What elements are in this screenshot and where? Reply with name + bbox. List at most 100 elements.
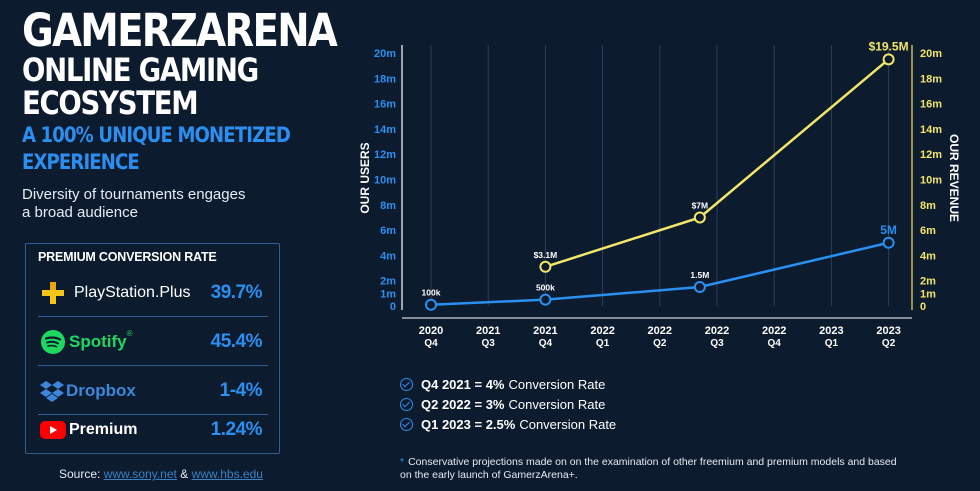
y-right-tick-label: 16m <box>920 99 942 111</box>
x-tick-year: 2020 <box>419 325 443 337</box>
x-tick-year: 2023 <box>819 325 843 337</box>
y-left-tick-label: 14m <box>374 124 396 136</box>
y-right-tick-label: 14m <box>920 124 942 136</box>
x-tick-quarter: Q4 <box>424 338 438 349</box>
note-text: Conversion Rate <box>508 376 606 392</box>
y-left-tick-label: 6m <box>380 225 396 237</box>
y-right-tick-label: 10m <box>920 175 942 187</box>
footnote-star: * <box>400 456 405 468</box>
note-text: Conversion Rate <box>508 396 606 412</box>
users-data-label: 500k <box>536 283 555 293</box>
y-right-tick-label: 20m <box>920 48 942 60</box>
dropbox-icon <box>40 381 64 402</box>
x-tick-quarter: Q4 <box>768 338 782 349</box>
conversion-panel: PREMIUM CONVERSION RATE PlayStation .Plus… <box>25 243 280 454</box>
y-right-tick-label: 4m <box>920 250 936 262</box>
title-line-3: ECOSYSTEM <box>22 84 199 122</box>
source-amp: & <box>180 467 189 481</box>
check-circle-icon <box>400 397 413 411</box>
footnote-text: Conservative projections made on on the … <box>400 456 897 481</box>
x-tick-year: 2022 <box>648 325 672 337</box>
playstation-plus-icon <box>42 282 64 304</box>
x-tick-quarter: Q3 <box>710 338 724 349</box>
y-right-tick-label: 12m <box>920 149 942 161</box>
x-tick-quarter: Q4 <box>539 338 553 349</box>
conversion-title: PREMIUM CONVERSION RATE <box>38 250 217 264</box>
youtube-icon <box>40 421 66 439</box>
brand-dropbox: Dropbox <box>40 378 136 404</box>
spotify-icon <box>41 330 65 354</box>
x-tick-year: 2023 <box>876 325 900 337</box>
users-point <box>693 281 706 294</box>
conversion-row: PlayStation .Plus 39.7% <box>38 268 268 317</box>
x-tick-year: 2021 <box>533 325 557 337</box>
note-text: Conversion Rate <box>519 416 617 432</box>
brand-suffix: ® <box>126 329 133 338</box>
users-point <box>539 293 552 306</box>
users-data-label: 1.5M <box>690 270 709 280</box>
x-tick-quarter: Q3 <box>482 338 496 349</box>
brand-youtube: Premium <box>40 417 137 443</box>
note-item: Q4 2021 = 4% Conversion Rate <box>400 374 616 394</box>
brand-label: Dropbox <box>66 381 136 400</box>
y-left-tick-label: 4m <box>380 250 396 262</box>
source-label: Source: <box>59 467 101 481</box>
subtitle-line-1: A 100% UNIQUE MONETIZED <box>22 123 291 147</box>
y-right-tick-label: 6m <box>920 225 936 237</box>
revenue-data-label: $7M <box>692 200 709 210</box>
note-bold: Q2 2022 = 3% <box>421 396 505 412</box>
users-data-label: 5M <box>880 223 897 237</box>
conversion-notes: Q4 2021 = 4% Conversion Rate Q2 2022 = 3%… <box>400 374 616 434</box>
note-item: Q1 2023 = 2.5% Conversion Rate <box>400 414 616 434</box>
rate-value: 1.24% <box>210 419 263 440</box>
x-tick-quarter: Q1 <box>596 338 610 349</box>
x-tick-year: 2022 <box>762 325 786 337</box>
x-tick-quarter: Q1 <box>825 338 839 349</box>
conversion-row: Dropbox 1-4% <box>38 366 268 415</box>
x-tick-year: 2022 <box>705 325 729 337</box>
x-tick-quarter: Q2 <box>653 338 667 349</box>
y-left-tick-label: 20m <box>374 48 396 60</box>
brand-label: Premium <box>69 421 138 438</box>
y-right-label: OUR REVENUE <box>947 134 961 222</box>
y-left-tick-label: 2m <box>380 276 396 288</box>
y-right-tick-label: 2m <box>920 276 936 288</box>
revenue-data-label: $19.5M <box>869 39 909 53</box>
subtitle-line-2: EXPERIENCE <box>22 150 140 174</box>
brand-spotify: Spotify ® <box>40 329 133 355</box>
y-left-tick-label: 16m <box>374 99 396 111</box>
brand-label: Spotify <box>69 332 127 351</box>
y-left-tick-label: 0 <box>390 301 396 313</box>
conversion-row: Premium 1.24% <box>38 405 268 453</box>
source-line: Source: www.sony.net & www.hbs.edu <box>59 467 263 481</box>
y-left-tick-label: 1m <box>380 288 396 300</box>
rate-value: 39.7% <box>210 282 263 303</box>
note-bold: Q4 2021 = 4% <box>421 376 505 392</box>
x-tick-year: 2022 <box>590 325 614 337</box>
source-link-hbs[interactable]: www.hbs.edu <box>191 467 263 481</box>
users-point <box>425 298 437 311</box>
revenue-point <box>693 211 706 224</box>
revenue-point <box>539 260 552 273</box>
brand-suffix: .Plus <box>154 284 191 301</box>
brand-label: PlayStation <box>74 284 155 301</box>
title-line-2: ONLINE GAMING <box>22 51 259 89</box>
source-link-sony[interactable]: www.sony.net <box>103 467 177 481</box>
y-left-tick-label: 18m <box>374 73 396 85</box>
y-left-tick-label: 10m <box>374 175 396 187</box>
y-left-label: OUR USERS <box>358 142 372 213</box>
note-item: Q2 2022 = 3% Conversion Rate <box>400 394 616 414</box>
users-point <box>882 236 895 249</box>
footnote: * Conservative projections made on on the… <box>400 456 900 482</box>
y-right-tick-label: 18m <box>920 73 942 85</box>
brand-playstation: PlayStation .Plus <box>40 280 191 306</box>
note-bold: Q1 2023 = 2.5% <box>421 416 516 432</box>
header-block: GAMERZARENA ONLINE GAMING ECOSYSTEM A 10… <box>22 8 338 222</box>
y-left-tick-label: 8m <box>380 200 396 212</box>
y-right-tick-label: 8m <box>920 200 936 212</box>
check-circle-icon <box>400 377 413 391</box>
check-circle-icon <box>400 417 413 431</box>
x-tick-year: 2021 <box>476 325 500 337</box>
x-tick-quarter: Q2 <box>882 338 896 349</box>
y-right-tick-label: 1m <box>920 288 936 300</box>
